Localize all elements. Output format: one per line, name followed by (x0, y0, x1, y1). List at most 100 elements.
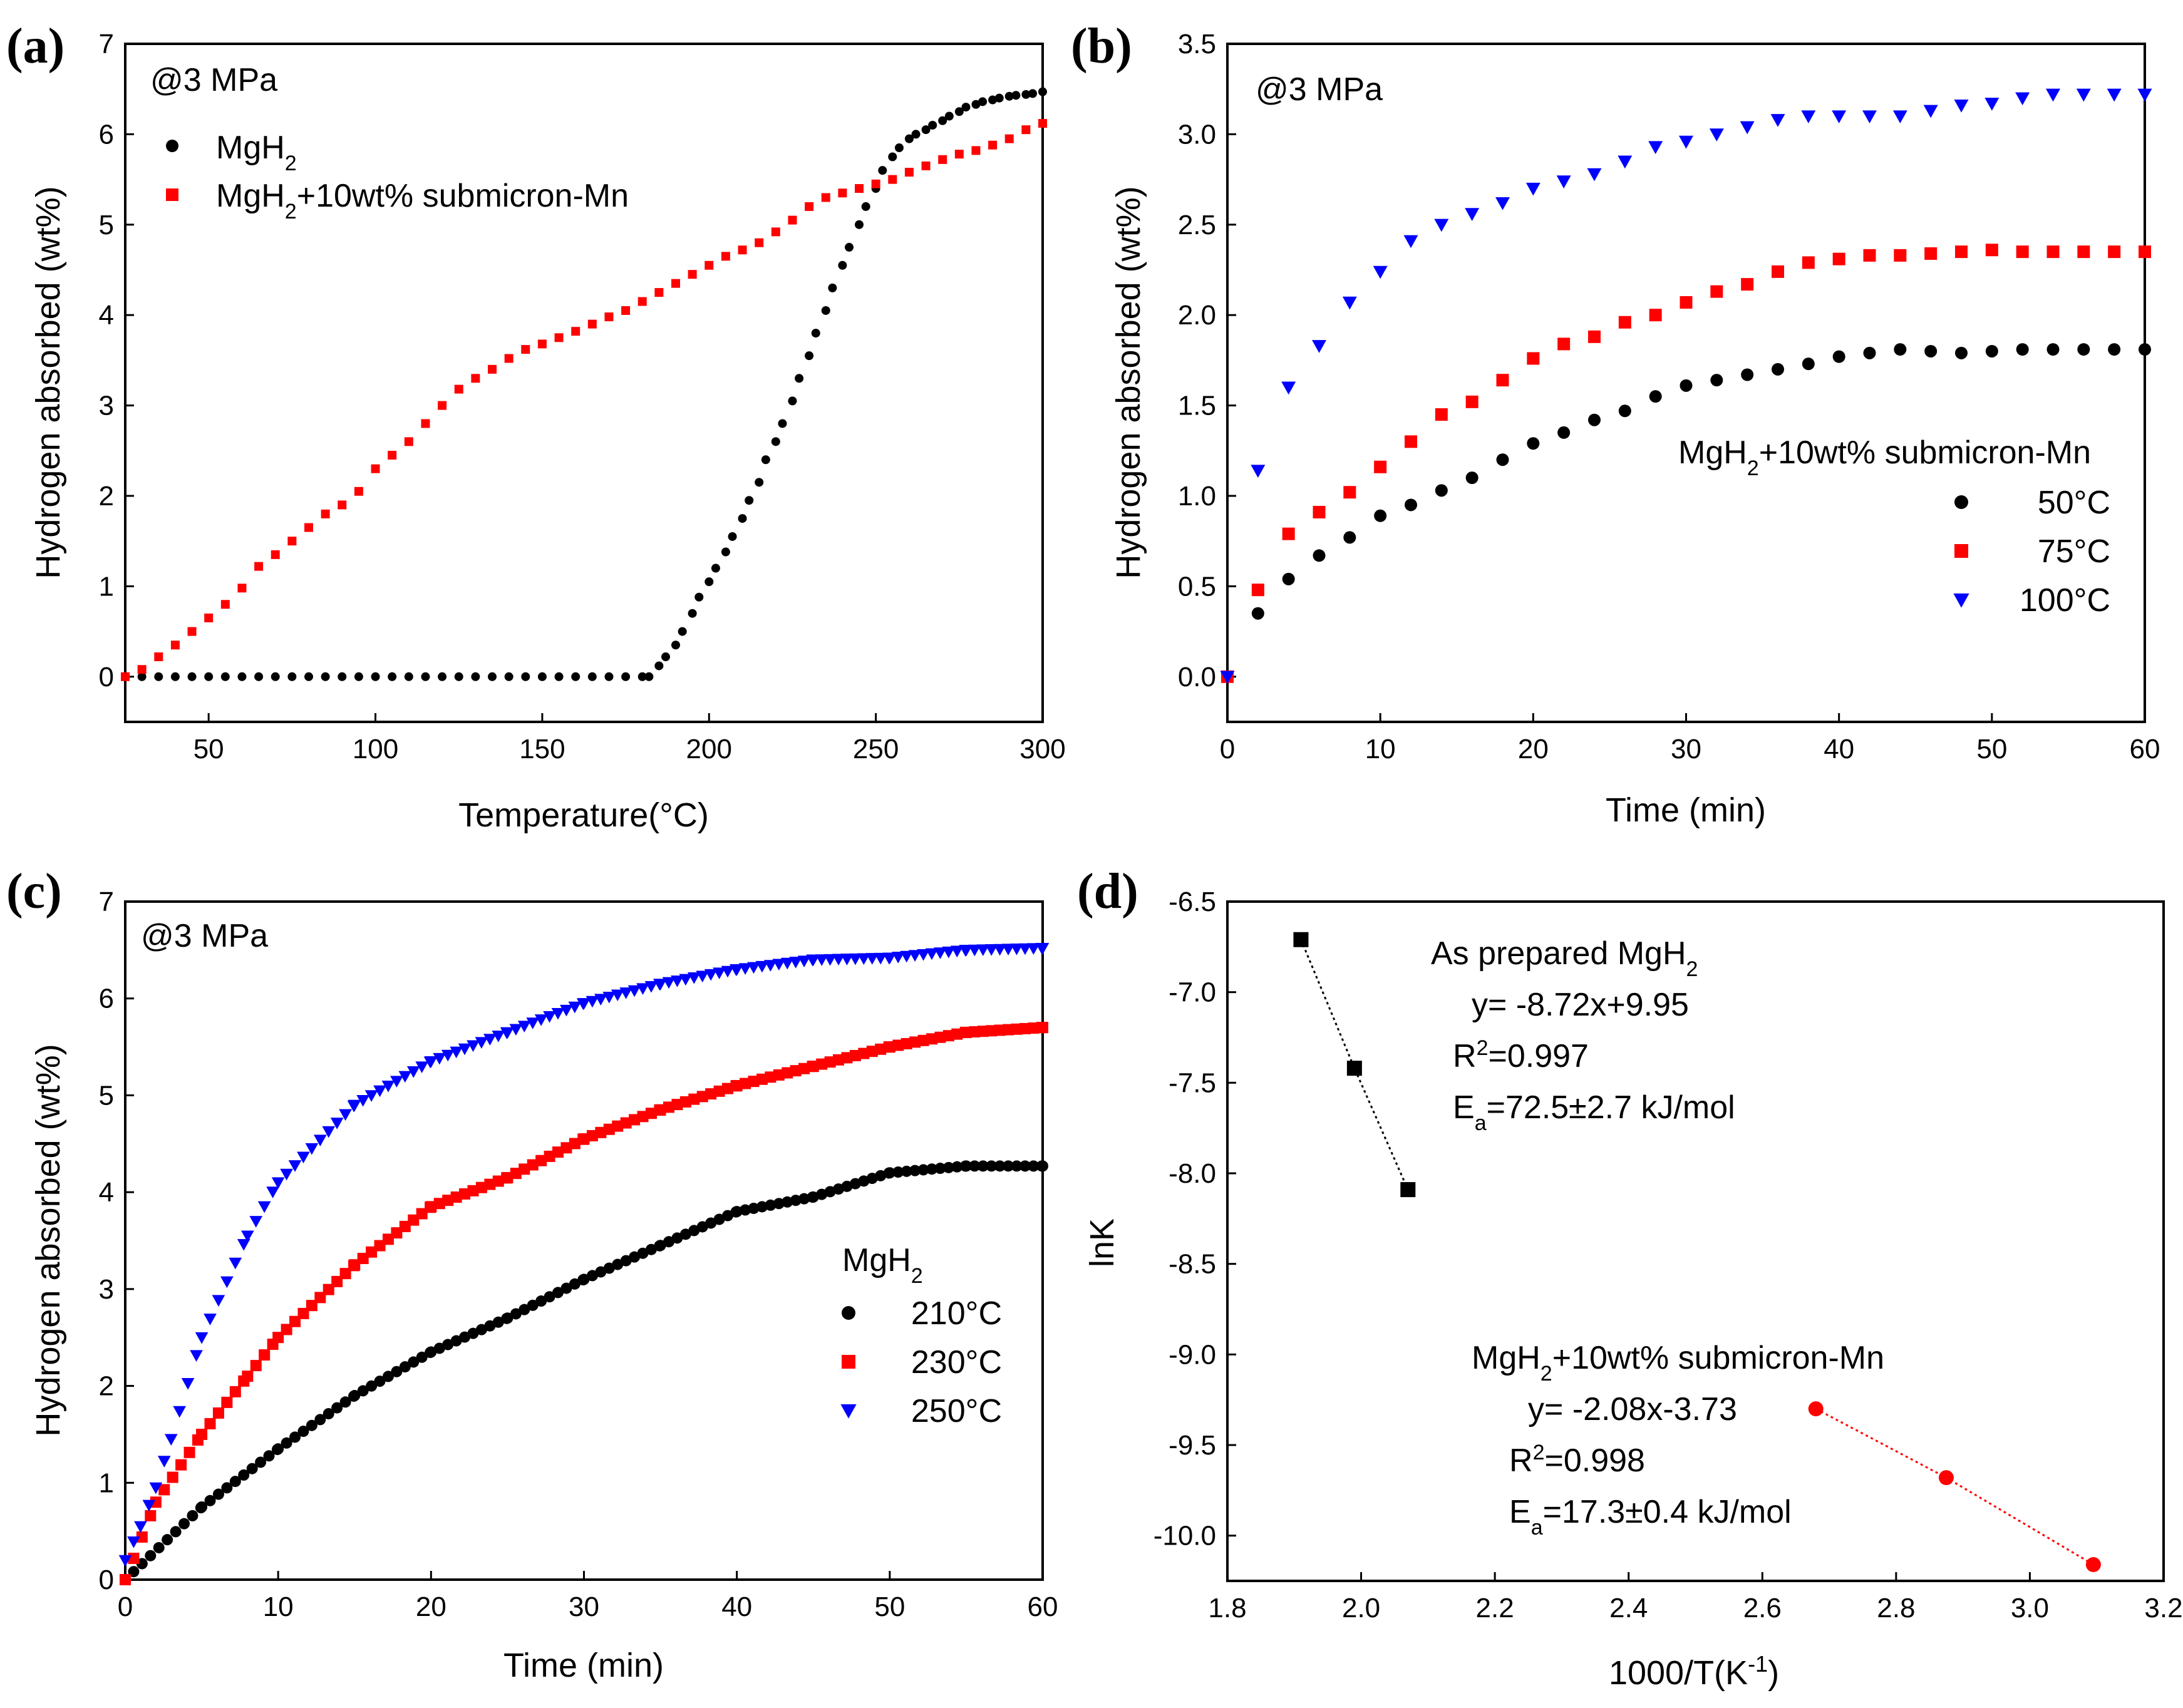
panel-c-point-s0 (527, 1299, 539, 1311)
panel-a-xtick-label: 100 (353, 734, 398, 764)
panel-a-point-s0 (404, 672, 413, 681)
panel-c-point-s2 (747, 962, 760, 974)
panel-c-point-s1 (145, 1510, 157, 1521)
panel-a-point-s1 (704, 260, 714, 270)
panel-a-point-s0 (354, 672, 363, 681)
panel-c-point-s2 (687, 972, 701, 984)
panel-a-point-s1 (654, 288, 664, 297)
panel-d-note1-title: As prepared MgH2 (1431, 935, 1698, 981)
panel-a-point-s1 (838, 188, 847, 198)
panel-c-point-s2 (280, 1168, 293, 1181)
panel-c-point-s0 (272, 1443, 284, 1455)
panel-b-point-s2 (1465, 208, 1480, 221)
panel-a-point-s0 (938, 116, 947, 125)
panel-c-point-s0 (884, 1167, 895, 1179)
panel-a-point-s0 (521, 672, 530, 681)
panel-c-point-s2 (602, 991, 616, 1004)
panel-b-point-s2 (1373, 265, 1388, 279)
panel-a-point-s0 (621, 672, 631, 681)
panel-c-point-s1 (229, 1386, 241, 1397)
panel-c-point-s2 (467, 1040, 480, 1052)
panel-c-label: (c) (6, 864, 62, 919)
panel-b-xtick-label: 0 (1220, 734, 1235, 764)
panel-b-point-s1 (1863, 249, 1876, 262)
panel-a-point-s0 (537, 672, 547, 681)
panel-c-point-s2 (157, 1456, 171, 1468)
panel-c-point-s2 (849, 953, 862, 965)
panel-c-point-s2 (237, 1239, 250, 1251)
panel-b-point-s1 (1496, 374, 1509, 387)
panel-d-xtick-label: 2.8 (1877, 1593, 1915, 1623)
panel-b-point-s0 (1741, 368, 1754, 381)
panel-a-point-s0 (304, 672, 313, 681)
panel-d-point-s0 (1293, 932, 1309, 947)
panel-c-point-s0 (535, 1295, 547, 1307)
panel-b-legend-marker-100c (1953, 593, 1969, 608)
panel-a-point-s0 (845, 242, 854, 252)
panel-b-xtick-label: 10 (1365, 734, 1396, 764)
panel-c-point-s0 (713, 1213, 725, 1225)
panel-a-point-s0 (1004, 91, 1014, 101)
panel-c-point-s0 (484, 1320, 496, 1332)
panel-d-note1-equation: y= -8.72x+9.95 (1472, 987, 1689, 1023)
panel-a-point-s0 (971, 100, 981, 109)
panel-d-fit-note-mgh2: As prepared MgH2 y= -8.72x+9.95 R2=0.997… (1431, 935, 1735, 1135)
panel-a-point-s0 (661, 652, 671, 662)
panel-b-point-s1 (1832, 252, 1845, 265)
panel-c-point-s2 (543, 1011, 556, 1023)
panel-c-point-s0 (951, 1161, 963, 1173)
panel-c-point-s0 (1011, 1160, 1023, 1172)
panel-b-point-s0 (1313, 549, 1326, 562)
panel-c-point-s2 (127, 1536, 140, 1548)
panel-c-point-s2 (339, 1109, 352, 1121)
panel-c-point-s0 (450, 1335, 462, 1347)
panel-a-point-s0 (504, 672, 513, 681)
panel-c-point-s2 (348, 1099, 361, 1112)
panel-b-point-s2 (1709, 128, 1724, 141)
panel-c-point-s2 (517, 1021, 531, 1033)
panel-d-data (1293, 932, 2101, 1572)
panel-a-point-s0 (911, 130, 921, 139)
panel-d-ytick-label: -9.5 (1169, 1430, 1216, 1461)
panel-c-point-s2 (249, 1216, 263, 1228)
panel-c-point-s2 (874, 952, 887, 965)
panel-c-point-s2 (297, 1151, 310, 1164)
panel-a-point-s1 (388, 451, 397, 460)
panel-c-point-s2 (356, 1094, 370, 1107)
panel-c-point-s2 (586, 995, 599, 1008)
panel-c-point-s2 (934, 947, 947, 959)
panel-a-point-s0 (878, 166, 887, 175)
panel-c-point-s2 (501, 1027, 514, 1039)
panel-c-point-s0 (552, 1287, 564, 1299)
panel-a-ytick-label: 5 (99, 210, 114, 240)
panel-c-point-s0 (740, 1204, 751, 1216)
panel-c-point-s0 (519, 1304, 530, 1315)
panel-c-point-s2 (551, 1007, 565, 1020)
panel-c-legend-label-230c: 230°C (911, 1344, 1002, 1381)
panel-c-point-s2 (450, 1046, 463, 1059)
panel-b-point-s0 (1405, 498, 1417, 512)
panel-c-point-s0 (722, 1210, 734, 1222)
panel-b-point-s1 (1557, 337, 1571, 351)
panel-d-point-s0 (1400, 1182, 1416, 1198)
panel-c-point-s2 (883, 952, 897, 965)
panel-c-point-s0 (756, 1201, 768, 1213)
panel-c-point-s2 (636, 983, 649, 995)
panel-c-point-s2 (415, 1061, 429, 1073)
panel-c-ytick-label: 5 (99, 1080, 114, 1111)
panel-a-point-s0 (688, 609, 697, 618)
panel-a-point-s0 (944, 111, 954, 121)
panel-a-ytick-label: 4 (99, 300, 114, 331)
panel-a-point-s0 (644, 672, 654, 681)
panel-b-point-s2 (1862, 110, 1877, 124)
panel-d-xtick-label: 2.2 (1476, 1593, 1514, 1623)
panel-c-point-s2 (832, 954, 845, 966)
panel-a-xtick-label: 300 (1019, 734, 1065, 764)
panel-b-legend-marker-100c (1953, 593, 1969, 608)
panel-c-point-s0 (977, 1160, 989, 1172)
panel-a-point-s1 (154, 652, 163, 662)
panel-a: (a) 50 100 150 200 250 300 0 1 2 3 4 5 6 7 @3 MPa MgH… (6, 19, 1066, 834)
panel-c-point-s2 (322, 1126, 336, 1138)
panel-b-point-s1 (2046, 245, 2060, 259)
panel-b-ytick-label: 1.0 (1178, 481, 1216, 512)
